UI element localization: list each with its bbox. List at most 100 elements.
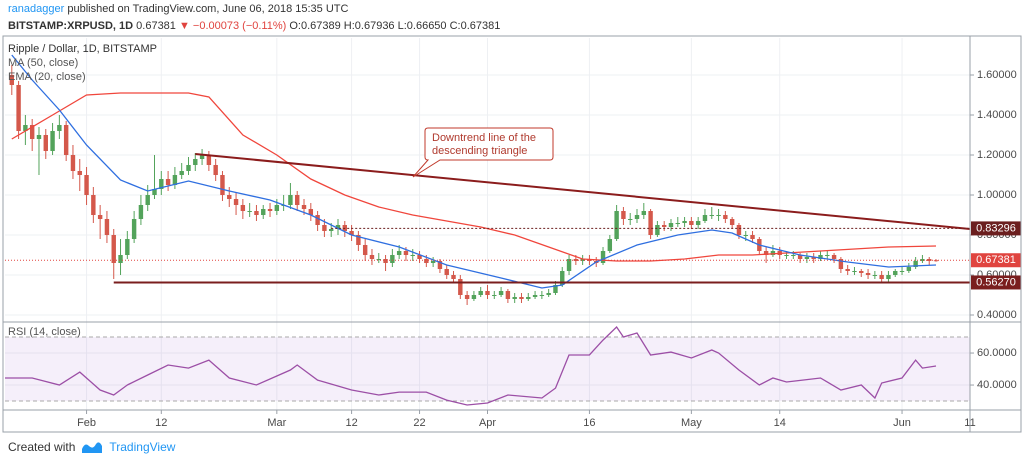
candle-body xyxy=(70,155,76,171)
y-tick-label: 60.0000 xyxy=(977,347,1017,359)
x-tick-label: 14 xyxy=(774,417,786,429)
candle-body xyxy=(315,215,320,225)
annotation-text: descending triangle xyxy=(432,145,527,157)
level-box xyxy=(971,275,1021,290)
candle-body xyxy=(913,261,918,267)
candle-body xyxy=(770,251,776,255)
candle-body xyxy=(172,175,178,185)
candle-body xyxy=(451,275,456,279)
candle-body xyxy=(655,225,660,235)
annotation-callout xyxy=(412,127,554,178)
annotation: Downtrend line of the descending triangl… xyxy=(412,127,554,178)
candle-body xyxy=(233,199,239,205)
candle-body xyxy=(600,251,606,263)
candle-body xyxy=(716,215,721,216)
candle-body xyxy=(63,125,69,155)
ohlc: O:0.67389 H:0.67936 L:0.66650 C:0.67381 xyxy=(289,20,501,32)
candle-body xyxy=(369,255,375,259)
y-tick-label: 1.20000 xyxy=(977,149,1017,161)
candle-body xyxy=(498,291,504,295)
candle-body xyxy=(362,245,368,255)
author[interactable]: ranadagger xyxy=(8,3,65,15)
candle-body xyxy=(430,261,436,263)
candle-body xyxy=(220,175,225,195)
brand[interactable]: TradingView xyxy=(109,440,176,454)
candle-body xyxy=(661,225,667,227)
candle-body xyxy=(811,257,816,259)
candle-body xyxy=(519,297,524,299)
x-tick-label: 12 xyxy=(155,417,167,429)
series-line xyxy=(5,325,937,406)
candle-body xyxy=(165,179,171,185)
candle-body xyxy=(512,297,517,299)
candle-body xyxy=(9,75,15,85)
candle-body xyxy=(621,211,626,219)
trend-line xyxy=(195,153,971,230)
rsi-band xyxy=(5,337,970,402)
symbol: BITSTAMP:XRPUSD, 1D xyxy=(8,20,134,32)
candle-body xyxy=(872,275,878,276)
candle-body xyxy=(77,171,82,175)
candle-body xyxy=(838,259,844,269)
level-box xyxy=(971,221,1021,236)
x-tick-label: Mar xyxy=(267,417,286,429)
candle-body xyxy=(743,235,748,236)
candle-body xyxy=(736,225,742,235)
candle-body xyxy=(899,271,905,272)
y-tick-label: 40.0000 xyxy=(977,379,1017,391)
candle-body xyxy=(267,209,273,211)
candle-body xyxy=(383,259,388,263)
candle-body xyxy=(893,271,898,275)
candle-body xyxy=(723,215,728,219)
candle-body xyxy=(797,255,803,259)
candle-body xyxy=(580,259,585,261)
chart-title: Ripple / Dollar, 1D, BITSTAMP xyxy=(8,43,157,55)
candle-body xyxy=(50,131,55,151)
last: 0.67381 xyxy=(136,20,176,32)
candle-body xyxy=(818,255,823,259)
candle-body xyxy=(464,295,470,299)
candle-body xyxy=(886,275,891,279)
candle-body xyxy=(560,271,565,285)
candle-body xyxy=(607,239,613,251)
x-tick-label: May xyxy=(681,417,702,429)
candle-body xyxy=(138,205,144,219)
candle-body xyxy=(865,273,871,275)
candle-body xyxy=(213,165,218,175)
y-tick-label: 1.40000 xyxy=(977,109,1017,121)
candle-body xyxy=(29,125,35,139)
candle-body xyxy=(933,260,939,262)
candle-body xyxy=(145,195,150,205)
candle-body xyxy=(804,257,810,259)
candle-body xyxy=(791,255,796,256)
candle-body xyxy=(682,221,687,223)
candle-body xyxy=(750,235,755,239)
last-price-box xyxy=(971,253,1021,268)
candle-body xyxy=(328,229,334,231)
candle-body xyxy=(763,251,769,255)
candle-body xyxy=(437,261,443,269)
candle-body xyxy=(43,135,48,151)
candle-body xyxy=(478,291,483,295)
candle-body xyxy=(23,125,28,131)
series-line xyxy=(11,92,937,262)
candle-body xyxy=(131,219,137,239)
candle-body xyxy=(308,209,314,215)
candle-body xyxy=(695,221,701,225)
publish-line: ranadagger published on TradingView.com,… xyxy=(8,3,348,15)
level-label: 0.56270 xyxy=(976,276,1016,288)
x-tick-label: 22 xyxy=(413,417,425,429)
candle-body xyxy=(376,259,381,260)
candle-body xyxy=(729,219,735,225)
candle-body xyxy=(199,155,205,159)
candle-body xyxy=(614,211,619,239)
candle-body xyxy=(247,211,252,212)
candle-body xyxy=(261,209,266,215)
candle-body xyxy=(118,255,123,263)
candle-body xyxy=(628,219,633,220)
annotation-text: Downtrend line of the xyxy=(432,132,536,144)
y-tick-label: 1.00000 xyxy=(977,189,1017,201)
candle-body xyxy=(859,271,864,273)
candle-body xyxy=(97,215,103,219)
candle-body xyxy=(356,235,361,245)
